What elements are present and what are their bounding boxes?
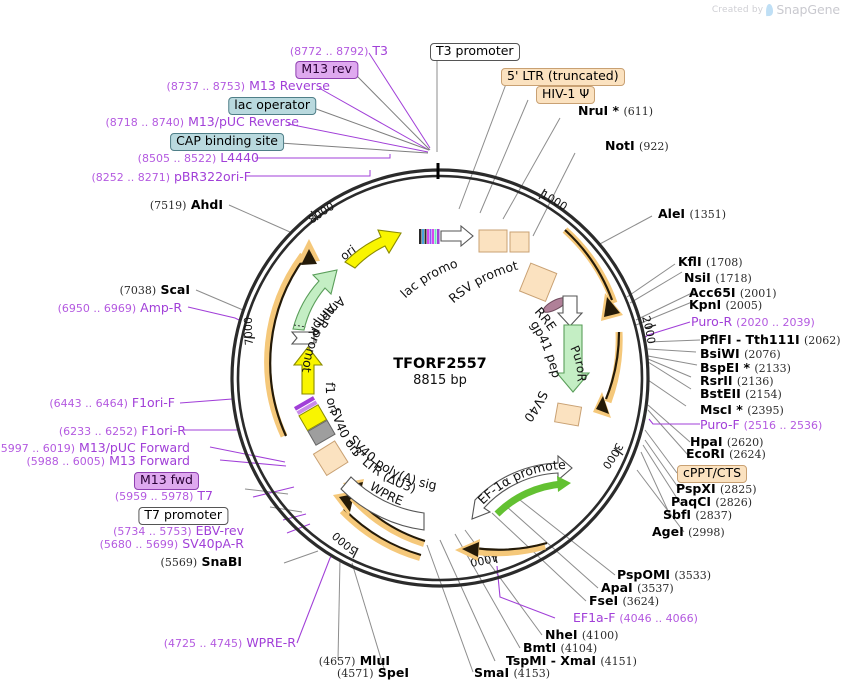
label-primer-f1ori-r[interactable]: (6233 .. 6252) F1ori-R (58, 423, 186, 438)
leader-lines-top-left (248, 52, 438, 177)
label-enzyme-pspxi[interactable]: PspXI (2825) (676, 481, 757, 496)
label-enzyme-smai[interactable]: SmaI (4153) (474, 665, 551, 680)
feature-arrow-puror (555, 324, 591, 393)
label-primer-puro-f[interactable]: Puro-F (2516 .. 2536) (700, 417, 823, 432)
plasmid-title: TFORF2557 8815 bp (393, 355, 487, 389)
leader-lines-left-primers (179, 306, 240, 431)
label-box-m13-fwd[interactable]: M13 fwd (133, 472, 199, 490)
feature-arrow-ef1a-head (557, 476, 571, 492)
watermark-created-by: Created by (711, 4, 764, 15)
label-primer-wpre-r[interactable]: (4725 .. 4745) WPRE-R (163, 635, 296, 650)
label-enzyme-nhei[interactable]: NheI (4100) (545, 627, 619, 642)
label-box-t7-promoter[interactable]: T7 promoter (138, 507, 228, 525)
tick-label-1000: 1000 (539, 188, 570, 213)
label-enzyme-mlui[interactable]: (4657) MluI (318, 653, 390, 668)
label-enzyme-apai[interactable]: ApaI (3537) (601, 580, 674, 595)
label-enzyme-nrui[interactable]: NruI * (611) (578, 103, 654, 118)
label-enzyme-bstdii[interactable]: BstEII (2154) (700, 386, 782, 401)
feature-box-5prime-ltr (478, 229, 508, 253)
plasmid-backbone-inner (236, 174, 644, 582)
plasmid-size: 8815 bp (413, 373, 467, 389)
label-primer-m13-puc-reverse[interactable]: (8718 .. 8740) M13/pUC Reverse (105, 114, 299, 129)
snapgene-watermark: Created by SnapGene (712, 2, 840, 17)
label-enzyme-ahdi[interactable]: (7519) AhdI (149, 197, 223, 212)
plasmid-name: TFORF2557 (393, 356, 487, 372)
label-primer-m13-puc-forward[interactable]: (5997 .. 6019) M13/pUC Forward (0, 440, 190, 455)
feature-arrow-ampr (292, 269, 338, 331)
label-box-hiv1-psi[interactable]: HIV-1 Ψ (536, 86, 596, 104)
feature-mcs-cluster (419, 229, 440, 244)
label-box-5prime-ltr-truncated[interactable]: 5' LTR (truncated) (501, 68, 625, 86)
feature-box-wpre (340, 476, 425, 531)
label-enzyme-bmti[interactable]: BmtI (4104) (523, 640, 598, 655)
label-enzyme-rsrii[interactable]: RsrII (2136) (700, 373, 774, 388)
feature-box-rre (518, 262, 558, 303)
leader-lines-right (597, 215, 701, 533)
label-enzyme-ecori[interactable]: EcoRI (2624) (686, 446, 766, 461)
label-enzyme-paqci[interactable]: PaqCI (2826) (671, 494, 752, 509)
label-enzyme-bsiwi[interactable]: BsiWI (2076) (700, 346, 781, 361)
label-enzyme-tspmi-xmai[interactable]: TspMI - XmaI (4151) (506, 653, 637, 668)
label-enzyme-acc65i[interactable]: Acc65I (2001) (689, 285, 777, 300)
label-enzyme-sbfi[interactable]: SbfI (2837) (663, 507, 732, 522)
label-enzyme-snabi[interactable]: (5569) SnaBI (160, 554, 242, 569)
leader-lines-top-right (458, 83, 576, 237)
label-box-t3-promoter[interactable]: T3 promoter (430, 43, 520, 61)
label-primer-l4440[interactable]: (8505 .. 8522) L4440 (137, 150, 259, 165)
label-primer-amp-r[interactable]: (6950 .. 6969) Amp-R (57, 300, 182, 315)
feature-arrow-ef1a-inner (494, 480, 563, 517)
label-enzyme-pflfi-tth111i[interactable]: PflFI - Tth111I (2062) (700, 332, 841, 347)
orf-arcs (264, 227, 623, 561)
label-enzyme-hpai[interactable]: HpaI (2620) (690, 434, 764, 449)
label-enzyme-agei[interactable]: AgeI (2998) (652, 524, 725, 539)
label-primer-puro-r[interactable]: Puro-R (2020 .. 2039) (691, 314, 815, 329)
label-enzyme-msci[interactable]: MscI * (2395) (700, 402, 784, 417)
label-enzyme-scai[interactable]: (7038) ScaI (119, 282, 190, 297)
feature-arrow-sv40-promoter (556, 295, 584, 327)
feature-arrow-ampr-promoter (290, 331, 315, 345)
label-box-cppt-cts[interactable]: cPPT/CTS (677, 465, 748, 483)
label-enzyme-bspei[interactable]: BspEI * (2133) (700, 360, 791, 375)
label-enzyme-fsei[interactable]: FseI (3624) (589, 593, 660, 608)
label-enzyme-kpni[interactable]: KpnI (2005) (689, 297, 763, 312)
tick-label-2000: 2000 (639, 314, 658, 344)
label-box-lac-operator[interactable]: lac operator (228, 97, 316, 115)
label-primer-sv40pa-r[interactable]: (5680 .. 5699) SV40pA-R (99, 536, 244, 551)
label-primer-t7[interactable]: (5959 .. 5978) T7 (114, 488, 213, 503)
label-primer-t3-top[interactable]: (8772 .. 8792) T3 (289, 43, 388, 58)
label-primer-ef1a-f[interactable]: EF1a-F (4046 .. 4066) (573, 610, 698, 625)
feature-label-f1-ori: f1 ori (323, 382, 342, 415)
label-primer-f1ori-f[interactable]: (6443 .. 6464) F1ori-F (49, 395, 175, 410)
feature-box-3prime-ltr (312, 440, 349, 477)
label-box-cap-binding-site[interactable]: CAP binding site (170, 133, 284, 151)
label-primer-m13-forward[interactable]: (5988 .. 6005) M13 Forward (26, 453, 190, 468)
feature-arrow-rsv-promoter (440, 224, 474, 248)
label-primer-pbr322ori-f[interactable]: (8252 .. 8271) pBR322ori-F (91, 169, 251, 184)
label-box-m13-rev[interactable]: M13 rev (295, 61, 358, 79)
leader-lines-left (195, 204, 291, 311)
label-enzyme-kfli[interactable]: KflI (1708) (678, 254, 743, 269)
label-enzyme-nsii[interactable]: NsiI (1718) (684, 270, 752, 285)
feature-arrow-f1-ori (292, 346, 324, 395)
label-enzyme-alei[interactable]: AleI (1351) (658, 206, 727, 221)
label-enzyme-spei[interactable]: (4571) SpeI (336, 665, 409, 680)
feature-sv40-stack (293, 396, 336, 446)
feature-box-below-puror (554, 402, 583, 427)
label-primer-ebv-rev[interactable]: (5734 .. 5753) EBV-rev (113, 523, 244, 538)
feature-arrow-ori (344, 229, 402, 269)
plasmid-backbone-outer (230, 168, 650, 588)
label-primer-m13-reverse[interactable]: (8737 .. 8753) M13 Reverse (166, 78, 330, 93)
watermark-brand: SnapGene (776, 2, 840, 17)
feature-box-hiv1-psi (509, 231, 530, 253)
label-enzyme-pspomi[interactable]: PspOMI (3533) (617, 567, 711, 582)
label-enzyme-noti[interactable]: NotI (922) (605, 138, 669, 153)
